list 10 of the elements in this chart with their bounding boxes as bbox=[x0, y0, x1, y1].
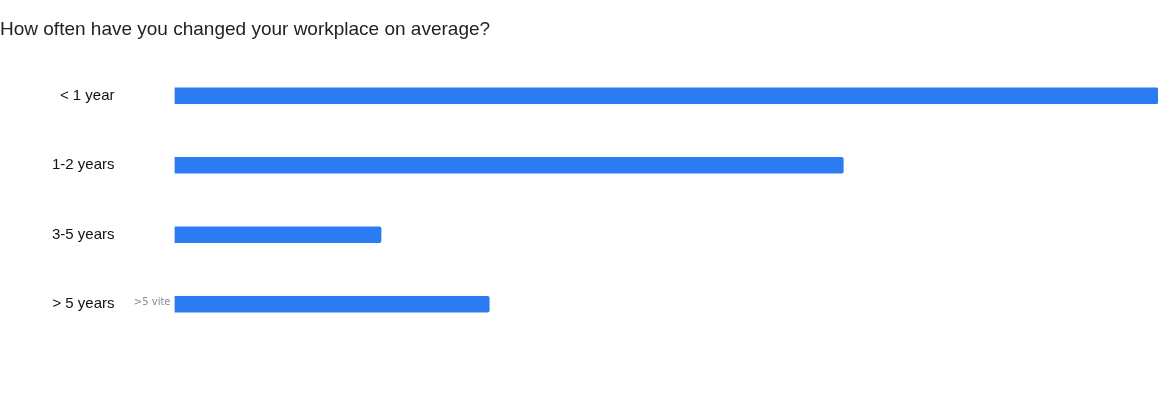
text: >5 vite bbox=[133, 295, 171, 307]
y-tick-label: < 1 year bbox=[59, 85, 115, 103]
bar bbox=[174, 226, 382, 244]
bar bbox=[174, 295, 490, 313]
y-tick-label: 3-5 years bbox=[52, 224, 115, 242]
y-tick-label: 1-2 years bbox=[52, 155, 115, 173]
bar bbox=[174, 156, 844, 174]
chart-title: How often have you changed your workplace on average? bbox=[0, 17, 491, 39]
bar bbox=[174, 87, 1158, 105]
y-tick-label: > 5 years bbox=[52, 294, 115, 312]
